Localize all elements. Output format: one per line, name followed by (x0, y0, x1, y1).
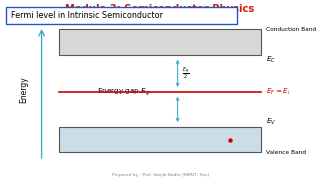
Bar (59, 29, 261, 55)
Text: $E_V$: $E_V$ (266, 117, 276, 127)
Text: Module 3: Semiconductor Physics: Module 3: Semiconductor Physics (65, 4, 255, 15)
Text: Energy: Energy (20, 77, 28, 103)
Text: Valence Band: Valence Band (266, 150, 306, 156)
Text: Prepared by : Prof. Sanjib Badte [KBRIT, Sas]: Prepared by : Prof. Sanjib Badte [KBRIT,… (112, 173, 208, 177)
Text: Energy gap $E_g$: Energy gap $E_g$ (97, 86, 150, 98)
Bar (59, 127, 261, 152)
Text: Conduction Band: Conduction Band (266, 27, 316, 32)
Text: $\frac{E_g}{2}$: $\frac{E_g}{2}$ (182, 66, 190, 81)
Text: $E_F = E_i$: $E_F = E_i$ (266, 87, 290, 97)
Text: Fermi level in Intrinsic Semiconductor: Fermi level in Intrinsic Semiconductor (11, 11, 163, 20)
Text: $E_C$: $E_C$ (266, 55, 276, 65)
Bar (6, 7, 237, 24)
